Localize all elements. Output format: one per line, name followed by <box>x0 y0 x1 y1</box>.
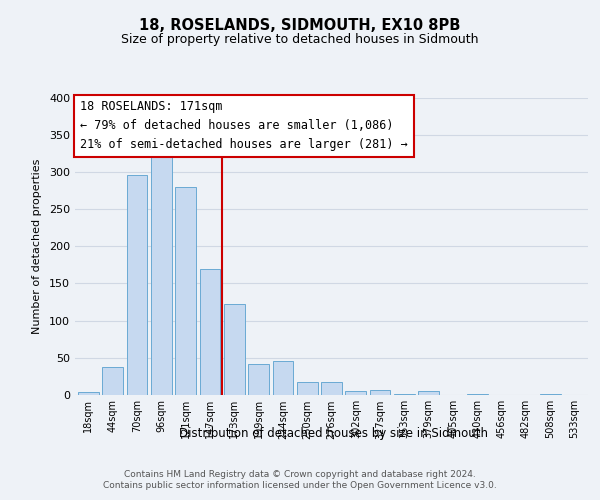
Y-axis label: Number of detached properties: Number of detached properties <box>32 158 42 334</box>
Bar <box>175 186 196 395</box>
Bar <box>200 268 220 395</box>
Text: Distribution of detached houses by size in Sidmouth: Distribution of detached houses by size … <box>179 428 488 440</box>
Bar <box>418 390 439 395</box>
Bar <box>321 382 342 395</box>
Bar <box>540 394 560 395</box>
Text: 18, ROSELANDS, SIDMOUTH, EX10 8PB: 18, ROSELANDS, SIDMOUTH, EX10 8PB <box>139 18 461 32</box>
Bar <box>248 364 269 395</box>
Bar <box>103 368 123 395</box>
Bar <box>224 304 245 395</box>
Bar <box>394 394 415 395</box>
Text: Contains public sector information licensed under the Open Government Licence v3: Contains public sector information licen… <box>103 481 497 490</box>
Bar <box>151 151 172 395</box>
Text: Size of property relative to detached houses in Sidmouth: Size of property relative to detached ho… <box>121 32 479 46</box>
Bar <box>272 361 293 395</box>
Bar <box>467 394 488 395</box>
Text: 18 ROSELANDS: 171sqm
← 79% of detached houses are smaller (1,086)
21% of semi-de: 18 ROSELANDS: 171sqm ← 79% of detached h… <box>80 100 408 152</box>
Bar <box>297 382 317 395</box>
Bar <box>127 175 148 395</box>
Bar <box>346 392 366 395</box>
Bar <box>78 392 99 395</box>
Bar <box>370 390 391 395</box>
Text: Contains HM Land Registry data © Crown copyright and database right 2024.: Contains HM Land Registry data © Crown c… <box>124 470 476 479</box>
